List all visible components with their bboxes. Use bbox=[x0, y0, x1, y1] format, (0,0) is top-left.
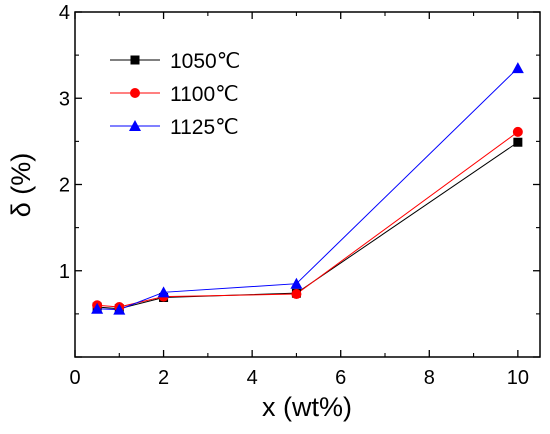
series-line-2 bbox=[97, 67, 519, 311]
legend-marker bbox=[130, 55, 140, 65]
data-point-2 bbox=[511, 62, 524, 74]
data-point-0 bbox=[513, 137, 523, 147]
x-tick-label: 10 bbox=[507, 367, 529, 389]
y-axis-title: δ (%) bbox=[6, 153, 36, 218]
plot-frame bbox=[74, 11, 541, 358]
series-markers bbox=[91, 62, 524, 315]
x-tick-label: 6 bbox=[335, 367, 346, 389]
data-point-2 bbox=[91, 302, 104, 314]
data-point-2 bbox=[157, 286, 170, 298]
y-tick-label: 2 bbox=[59, 175, 70, 197]
x-tick-label: 0 bbox=[69, 367, 80, 389]
series-lines bbox=[97, 67, 519, 311]
data-point-1 bbox=[512, 126, 523, 137]
axis-ticks bbox=[74, 11, 540, 358]
x-tick-label: 2 bbox=[158, 367, 169, 389]
legend: 1050℃ 1100℃ 1125℃ bbox=[110, 50, 240, 139]
legend-label: 1100℃ bbox=[170, 83, 239, 106]
series-line-1 bbox=[97, 131, 519, 308]
x-tick-label: 8 bbox=[424, 367, 435, 389]
y-tick-label: 3 bbox=[59, 88, 70, 110]
data-point-2 bbox=[290, 277, 303, 289]
data-point-1 bbox=[291, 289, 302, 300]
x-tick-label: 4 bbox=[247, 367, 258, 389]
y-tick-label: 4 bbox=[59, 2, 70, 24]
legend-label: 1125℃ bbox=[170, 116, 239, 139]
x-axis-title: x (wt%) bbox=[262, 392, 352, 422]
y-tick-label: 1 bbox=[59, 261, 70, 283]
data-point-2 bbox=[113, 303, 126, 315]
legend-label: 1050℃ bbox=[170, 50, 240, 73]
legend-marker bbox=[129, 120, 141, 131]
series-line-0 bbox=[97, 141, 519, 310]
legend-marker bbox=[130, 88, 140, 98]
